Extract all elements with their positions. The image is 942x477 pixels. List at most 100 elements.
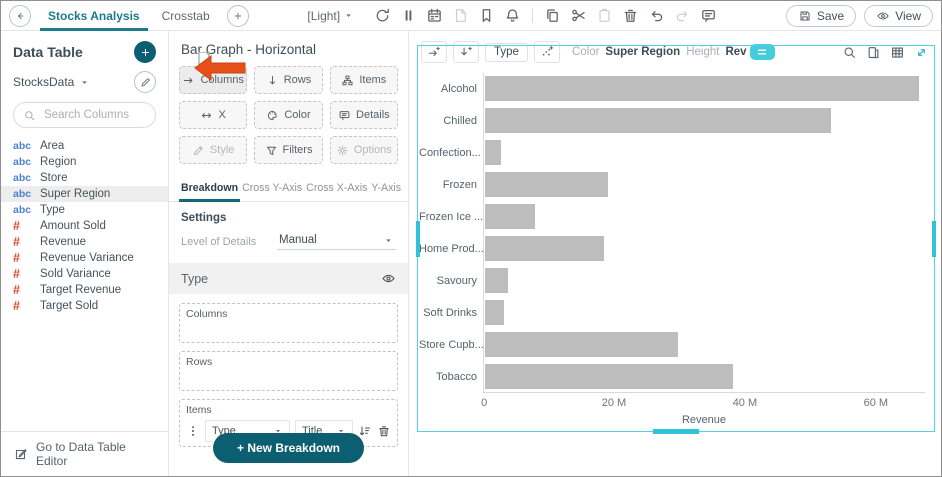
selection-bottom-handle[interactable] xyxy=(653,429,699,434)
type-chip-button[interactable]: Type xyxy=(485,42,528,62)
bar-category-label: Home Prod... xyxy=(419,242,484,255)
items-dropzone-label: Items xyxy=(186,404,212,416)
sort-icon[interactable] xyxy=(358,424,372,438)
shelf-columns-button[interactable]: Columns xyxy=(179,66,248,94)
columns-dropzone[interactable]: Columns xyxy=(179,303,398,343)
field-item-revenue-variance[interactable]: # Revenue Variance xyxy=(1,250,168,266)
field-item-revenue[interactable]: # Revenue xyxy=(1,234,168,250)
bar-category-label: Tobacco xyxy=(436,370,477,383)
field-item-type[interactable]: abc Type xyxy=(1,202,168,218)
field-item-amount-sold[interactable]: # Amount Sold xyxy=(1,218,168,234)
dropzones: Columns Rows Items Type Title xyxy=(169,294,408,456)
chart-corner-icons xyxy=(842,45,929,60)
bar[interactable] xyxy=(485,364,734,389)
tab-stocks-analysis[interactable]: Stocks Analysis xyxy=(37,1,151,31)
type-section-header[interactable]: Type xyxy=(169,263,408,294)
bar-row: Soft Drinks xyxy=(419,297,925,328)
text-type-icon: abc xyxy=(13,172,32,184)
cut-icon[interactable] xyxy=(570,7,587,24)
bar[interactable] xyxy=(485,300,504,325)
add-sheet-button[interactable] xyxy=(226,4,249,27)
shelf-details-button[interactable]: Details xyxy=(329,101,398,129)
bar[interactable] xyxy=(485,204,535,229)
shelf-filters-button[interactable]: Filters xyxy=(254,136,323,164)
add-data-table-button[interactable] xyxy=(134,41,156,63)
chart-panel: Type Color Super Region Height Rev Alcohol C… xyxy=(409,31,941,476)
shelf-items-button[interactable]: Items xyxy=(329,66,398,94)
tab-cross-x-axis[interactable]: Cross X-Axis xyxy=(306,182,368,194)
bar-track xyxy=(484,361,925,392)
field-item-target-sold[interactable]: # Target Sold xyxy=(1,298,168,314)
field-label: Region xyxy=(40,156,77,168)
tab-breakdown[interactable]: Breakdown xyxy=(179,176,241,202)
field-item-super-region[interactable]: abc Super Region xyxy=(1,186,168,202)
export-data-icon[interactable] xyxy=(866,45,881,60)
add-column-icon[interactable] xyxy=(421,41,447,63)
field-item-region[interactable]: abc Region xyxy=(1,154,168,170)
save-button[interactable]: Save xyxy=(785,4,857,27)
visibility-eye-icon[interactable] xyxy=(381,271,396,286)
selection-right-handle[interactable] xyxy=(932,220,936,257)
bar[interactable] xyxy=(485,76,920,101)
scatter-plus-icon xyxy=(540,45,554,59)
bar[interactable] xyxy=(485,140,501,165)
trash-icon[interactable] xyxy=(377,424,391,438)
shelf-color-button[interactable]: Color xyxy=(254,101,323,129)
bar[interactable] xyxy=(485,236,604,261)
bar[interactable] xyxy=(485,332,678,357)
search-icon xyxy=(23,109,36,122)
edit-data-table-button[interactable] xyxy=(134,71,156,93)
plus-icon xyxy=(232,10,244,22)
tab-y-axis[interactable]: Y-Axis xyxy=(371,182,402,194)
field-item-store[interactable]: abc Store xyxy=(1,170,168,186)
field-item-area[interactable]: abc Area xyxy=(1,138,168,154)
field-item-sold-variance[interactable]: # Sold Variance xyxy=(1,266,168,282)
visualization-settings-panel: Bar Graph - Horizontal Columns Rows Items X… xyxy=(169,31,409,476)
drag-handle-icon[interactable] xyxy=(186,424,200,438)
schedule-icon[interactable] xyxy=(426,7,443,24)
bar-row: Tobacco xyxy=(419,361,925,392)
level-of-details-select[interactable]: Manual xyxy=(277,233,396,250)
shelf-style-button[interactable]: Style xyxy=(179,136,248,164)
shelf-options-button[interactable]: Options xyxy=(329,136,398,164)
data-table-selector[interactable]: StocksData xyxy=(1,69,168,102)
bar-row: Home Prod... xyxy=(419,233,925,264)
shelf-rows-button[interactable]: Rows xyxy=(254,66,323,94)
refresh-icon[interactable] xyxy=(374,7,391,24)
bookmark-icon[interactable] xyxy=(478,7,495,24)
bar[interactable] xyxy=(485,172,608,197)
search-columns-input[interactable] xyxy=(42,108,146,122)
back-button[interactable] xyxy=(9,4,31,27)
data-table-editor-link[interactable]: Go to Data Table Editor xyxy=(1,431,168,476)
bar-row: Store Cupb... xyxy=(419,329,925,360)
chart-shelf-label: Color xyxy=(571,46,600,58)
new-breakdown-button[interactable]: + New Breakdown xyxy=(212,433,365,463)
tab-crosstab[interactable]: Crosstab xyxy=(161,8,210,23)
comment-icon[interactable] xyxy=(700,7,717,24)
rows-dropzone[interactable]: Rows xyxy=(179,351,398,391)
bar-category-label: Savoury xyxy=(436,274,477,287)
notifications-icon[interactable] xyxy=(504,7,521,24)
zoom-search-icon[interactable] xyxy=(842,45,857,60)
shelf-x-button[interactable]: X xyxy=(179,101,248,129)
undo-icon[interactable] xyxy=(648,7,665,24)
pause-icon[interactable] xyxy=(400,7,417,24)
bar[interactable] xyxy=(485,268,508,293)
tab-cross-y-axis[interactable]: Cross Y-Axis xyxy=(242,182,303,194)
data-table-icon[interactable] xyxy=(890,45,905,60)
field-item-target-revenue[interactable]: # Target Revenue xyxy=(1,282,168,298)
bar-rows: Alcohol Chilled Confection... Frozen Frozen … xyxy=(419,73,925,392)
shelf-button-grid: Columns Rows Items X Color Details Style Filter… xyxy=(169,66,408,164)
delete-icon[interactable] xyxy=(622,7,639,24)
copy-icon[interactable] xyxy=(544,7,561,24)
bar-row: Alcohol xyxy=(419,73,925,104)
theme-selector[interactable]: [Light] xyxy=(307,9,354,23)
bar[interactable] xyxy=(485,108,832,133)
selection-top-handle[interactable] xyxy=(749,44,775,60)
maximize-icon[interactable] xyxy=(914,45,929,60)
scatter-plus-icon-button[interactable] xyxy=(533,41,560,63)
add-row-icon[interactable] xyxy=(453,41,479,63)
shelf-label: Details xyxy=(356,109,390,121)
export-document-icon xyxy=(452,7,469,24)
view-button[interactable]: View xyxy=(864,4,933,27)
